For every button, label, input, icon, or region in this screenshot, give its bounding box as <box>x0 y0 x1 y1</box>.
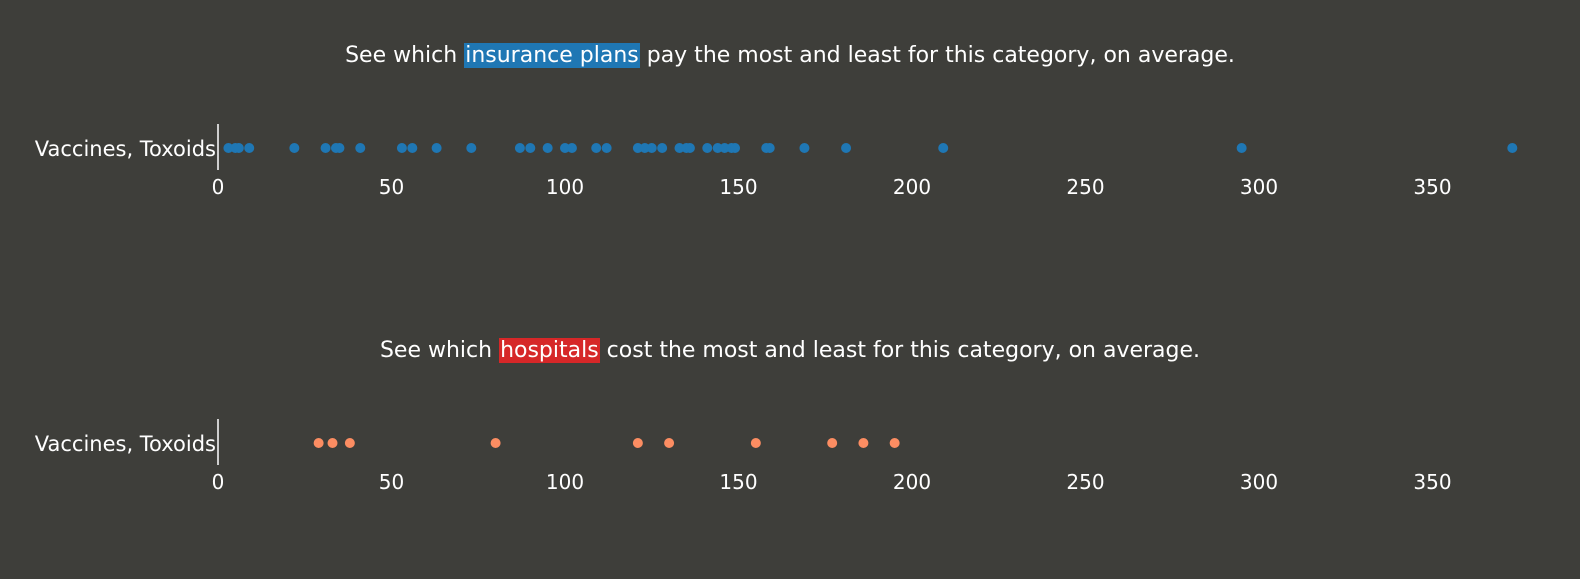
x-tick-label: 250 <box>1066 175 1104 199</box>
hospital-dot[interactable] <box>344 438 355 448</box>
insurance-dot[interactable] <box>841 143 852 153</box>
insurance-dot[interactable] <box>320 143 331 153</box>
insurance-dot[interactable] <box>938 143 949 153</box>
insurance-dot[interactable] <box>289 143 300 153</box>
hospitals-prompt: See which hospitals cost the most and le… <box>0 335 1580 367</box>
insurance-dot[interactable] <box>730 143 741 153</box>
x-tick-label: 50 <box>379 175 404 199</box>
category-label: Vaccines, Toxoids <box>35 432 216 456</box>
insurance-dot[interactable] <box>244 143 255 153</box>
insurance-dot[interactable] <box>1507 143 1518 153</box>
insurance-dot[interactable] <box>396 143 407 153</box>
insurance-dot[interactable] <box>646 143 657 153</box>
hospitals-highlight[interactable]: hospitals <box>499 338 600 363</box>
insurance-dot[interactable] <box>799 143 810 153</box>
hospital-dot[interactable] <box>490 438 501 448</box>
insurance-dot[interactable] <box>407 143 418 153</box>
insurance-panel: See which insurance plans pay the most a… <box>0 0 1580 250</box>
insurance-dot[interactable] <box>719 143 730 153</box>
insurance-dot[interactable] <box>657 143 668 153</box>
hospital-dot[interactable] <box>632 438 643 448</box>
prompt-text-after: cost the most and least for this categor… <box>599 338 1201 363</box>
insurance-dot[interactable] <box>601 143 612 153</box>
insurance-dot[interactable] <box>560 143 570 153</box>
hospital-dot[interactable] <box>750 438 761 448</box>
x-tick-label: 50 <box>379 470 404 494</box>
insurance-dot[interactable] <box>566 143 577 153</box>
x-tick-label: 0 <box>212 470 225 494</box>
insurance-dot[interactable] <box>525 143 536 153</box>
x-tick-label: 300 <box>1240 470 1278 494</box>
category-label: Vaccines, Toxoids <box>35 137 216 161</box>
hospital-dot[interactable] <box>313 438 324 448</box>
insurance-dot[interactable] <box>514 143 525 153</box>
insurance-dot[interactable] <box>674 143 685 153</box>
prompt-text-after: pay the most and least for this category… <box>639 43 1235 68</box>
insurance-dot[interactable] <box>1236 143 1247 153</box>
x-tick-label: 200 <box>893 470 931 494</box>
insurance-dot[interactable] <box>542 143 553 153</box>
hospital-dot[interactable] <box>889 438 900 448</box>
insurance-dot[interactable] <box>223 143 234 153</box>
insurance-prompt: See which insurance plans pay the most a… <box>0 40 1580 72</box>
x-tick-label: 350 <box>1413 175 1451 199</box>
insurance-dot[interactable] <box>466 143 477 153</box>
x-tick-label: 100 <box>546 470 584 494</box>
insurance-dot[interactable] <box>684 143 695 153</box>
hospital-dot[interactable] <box>827 438 838 448</box>
prompt-text-before: See which <box>345 43 465 68</box>
insurance-strip-chart: Vaccines, Toxoids 0 50 100 150 200 250 300 350 <box>35 124 1518 199</box>
x-tick-label: 300 <box>1240 175 1278 199</box>
insurance-plans-highlight[interactable]: insurance plans <box>464 43 640 68</box>
insurance-dot[interactable] <box>712 143 723 153</box>
insurance-dot[interactable] <box>334 143 345 153</box>
hospitals-panel: See which hospitals cost the most and le… <box>0 295 1580 545</box>
insurance-dot[interactable] <box>431 143 442 153</box>
insurance-dot[interactable] <box>355 143 366 153</box>
insurance-dot[interactable] <box>632 143 643 153</box>
insurance-dot[interactable] <box>702 143 713 153</box>
hospital-dot[interactable] <box>327 438 338 448</box>
x-tick-label: 250 <box>1066 470 1104 494</box>
insurance-dot[interactable] <box>591 143 602 153</box>
insurance-dot[interactable] <box>233 143 244 153</box>
hospitals-strip-chart: Vaccines, Toxoids 0 50 100 150 200 250 300 350 <box>35 419 1452 494</box>
x-tick-label: 150 <box>719 175 757 199</box>
x-tick-label: 200 <box>893 175 931 199</box>
x-tick-label: 350 <box>1413 470 1451 494</box>
x-tick-label: 0 <box>212 175 225 199</box>
x-tick-label: 100 <box>546 175 584 199</box>
insurance-dot[interactable] <box>764 143 775 153</box>
prompt-text-before: See which <box>379 338 500 363</box>
insurance-dot[interactable] <box>639 143 650 153</box>
hospital-dot[interactable] <box>858 438 869 448</box>
x-tick-label: 150 <box>719 470 757 494</box>
hospital-dot[interactable] <box>664 438 675 448</box>
